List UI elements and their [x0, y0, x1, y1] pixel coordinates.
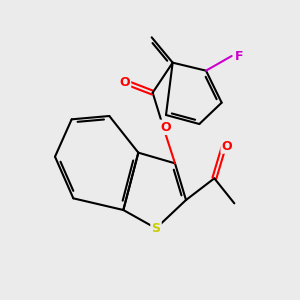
Text: S: S — [152, 222, 160, 235]
Text: O: O — [222, 140, 232, 152]
Text: O: O — [119, 76, 130, 89]
Text: F: F — [235, 50, 243, 62]
Text: O: O — [160, 121, 171, 134]
